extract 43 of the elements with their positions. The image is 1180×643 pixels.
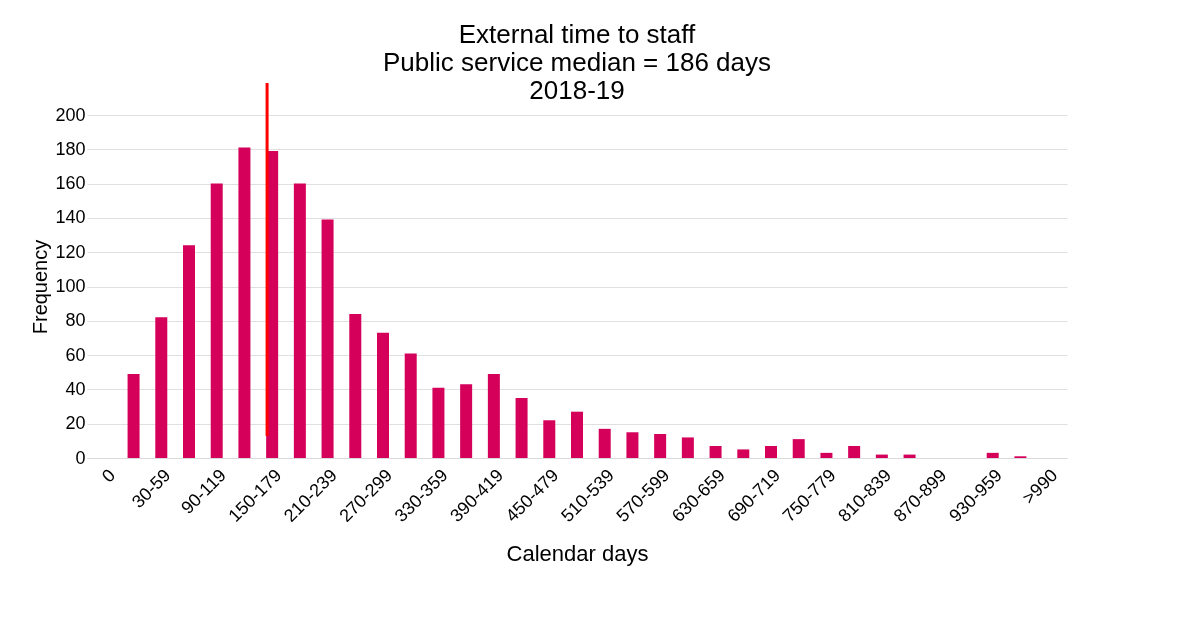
bar [598,428,611,458]
y-tick-label: 20 [65,413,86,434]
bar [293,183,306,458]
bar [986,452,999,458]
bar [765,446,777,458]
y-tick-label: 0 [75,447,86,468]
bar [210,183,223,458]
bar [820,452,833,458]
bar [155,317,168,458]
chart-title: External time to staff [458,19,697,49]
y-axis-title: Frequency [29,239,52,335]
bar [848,446,861,458]
y-tick-label: 40 [65,378,86,399]
x-tick-label: 0 [97,465,120,487]
bar [543,420,556,458]
chart-subtitle: Public service median = 186 days 2018-19 [382,47,772,105]
y-tick-label: 100 [55,276,86,296]
bar [432,387,445,458]
x-axis-title: Calendar days [506,540,649,566]
bar [321,219,334,458]
bar [377,332,389,458]
y-tick-label: 80 [65,310,86,331]
y-tick-label: 60 [65,344,86,365]
bar [127,373,140,458]
bar [183,245,195,458]
y-tick-label: 200 [55,104,86,125]
bar [238,147,251,458]
bar [349,313,362,458]
y-tick-label: 140 [55,207,86,228]
bar [626,432,639,458]
bar [460,384,473,458]
bar [681,437,694,458]
y-tick-label: 160 [55,173,86,194]
y-tick-label: 120 [55,241,86,262]
bar [792,439,805,458]
bar [654,433,667,458]
bar [515,397,528,458]
y-tick-label: 180 [55,138,86,159]
bar [737,449,750,458]
bar [571,411,583,458]
bar [709,446,722,458]
bar [404,353,417,458]
bar [487,373,500,458]
